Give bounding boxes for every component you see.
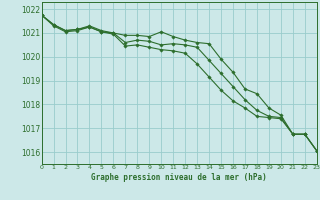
X-axis label: Graphe pression niveau de la mer (hPa): Graphe pression niveau de la mer (hPa): [91, 173, 267, 182]
